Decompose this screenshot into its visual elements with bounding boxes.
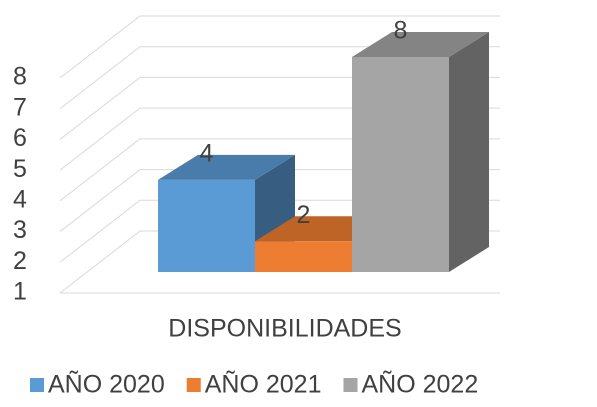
y-tick-label: 6: [13, 124, 27, 152]
data-label: 2: [297, 201, 311, 229]
y-tick-label: 7: [13, 93, 27, 121]
y-tick-label: 4: [13, 185, 27, 213]
legend-label: AÑO 2020: [48, 370, 165, 399]
x-tick-label: DISPONIBILIDADES: [168, 315, 401, 343]
legend-swatch: [30, 378, 44, 392]
data-label: 8: [394, 17, 408, 45]
bar: [158, 179, 255, 272]
bar-top: [352, 32, 489, 57]
y-tick-label: 8: [13, 63, 27, 91]
legend-swatch: [186, 378, 201, 392]
y-tick-label: 1: [13, 278, 27, 306]
y-tick-label: 3: [13, 216, 27, 244]
bar-top: [158, 154, 295, 180]
y-tick-label: 5: [13, 155, 27, 183]
bar-side: [449, 32, 489, 272]
data-label: 4: [200, 139, 214, 167]
legend-label: AÑO 2021: [205, 370, 322, 399]
bar: [352, 57, 449, 272]
grid-line: [59, 15, 500, 79]
bar: [255, 241, 352, 272]
legend-swatch: [343, 378, 358, 392]
legend-label: AÑO 2022: [362, 370, 479, 399]
y-tick-label: 2: [13, 247, 27, 275]
